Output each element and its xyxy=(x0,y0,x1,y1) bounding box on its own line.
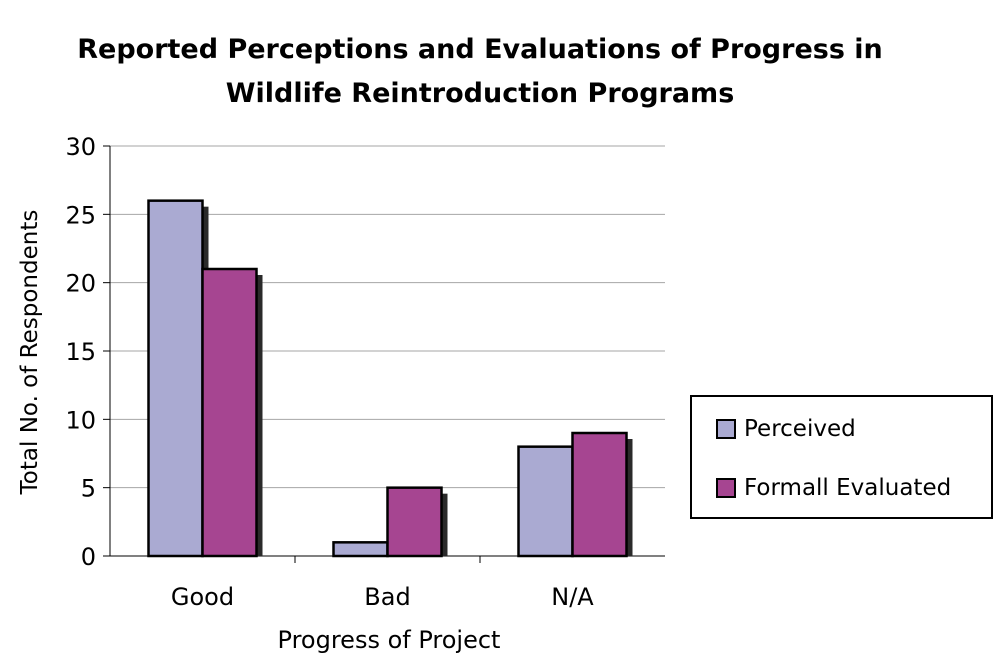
y-axis-label: Total No. of Respondents xyxy=(17,209,43,495)
legend-item-formally-evaluated: Formall Evaluated xyxy=(716,473,951,503)
y-tick-label-30: 30 xyxy=(65,133,96,161)
y-tick-label-25: 25 xyxy=(65,201,96,229)
bar-perceived-good xyxy=(147,199,204,558)
legend-swatch-perceived xyxy=(716,419,736,439)
bar-formall-evaluated-bad xyxy=(386,486,443,558)
legend-label-formally-evaluated: Formall Evaluated xyxy=(744,475,952,501)
y-tick-label-20: 20 xyxy=(65,270,96,298)
y-tick-label-0: 0 xyxy=(81,543,96,571)
legend-label-perceived: Perceived xyxy=(744,416,856,442)
x-axis-label: Progress of Project xyxy=(277,626,501,654)
x-tick-label-good: Good xyxy=(171,583,234,611)
chart-title-line-1: Reported Perceptions and Evaluations of … xyxy=(77,34,883,65)
bar-perceived-na xyxy=(517,445,574,558)
x-tick-label-na: N/A xyxy=(551,583,594,611)
legend-swatch-formally-evaluated xyxy=(716,478,736,498)
bar-perceived-bad xyxy=(332,541,389,558)
bar-formall-evaluated-good xyxy=(201,267,258,558)
x-tick-label-bad: Bad xyxy=(364,583,410,611)
y-tick-label-10: 10 xyxy=(65,406,96,434)
y-tick-label-15: 15 xyxy=(65,338,96,366)
chart-title: Reported Perceptions and Evaluations of … xyxy=(30,28,930,116)
legend-item-perceived: Perceived xyxy=(716,414,856,444)
y-tick-label-5: 5 xyxy=(81,475,96,503)
bar-formall-evaluated-na xyxy=(571,431,628,558)
legend: Perceived Formall Evaluated xyxy=(690,395,993,519)
chart-title-line-2: Wildlife Reintroduction Programs xyxy=(225,78,735,109)
